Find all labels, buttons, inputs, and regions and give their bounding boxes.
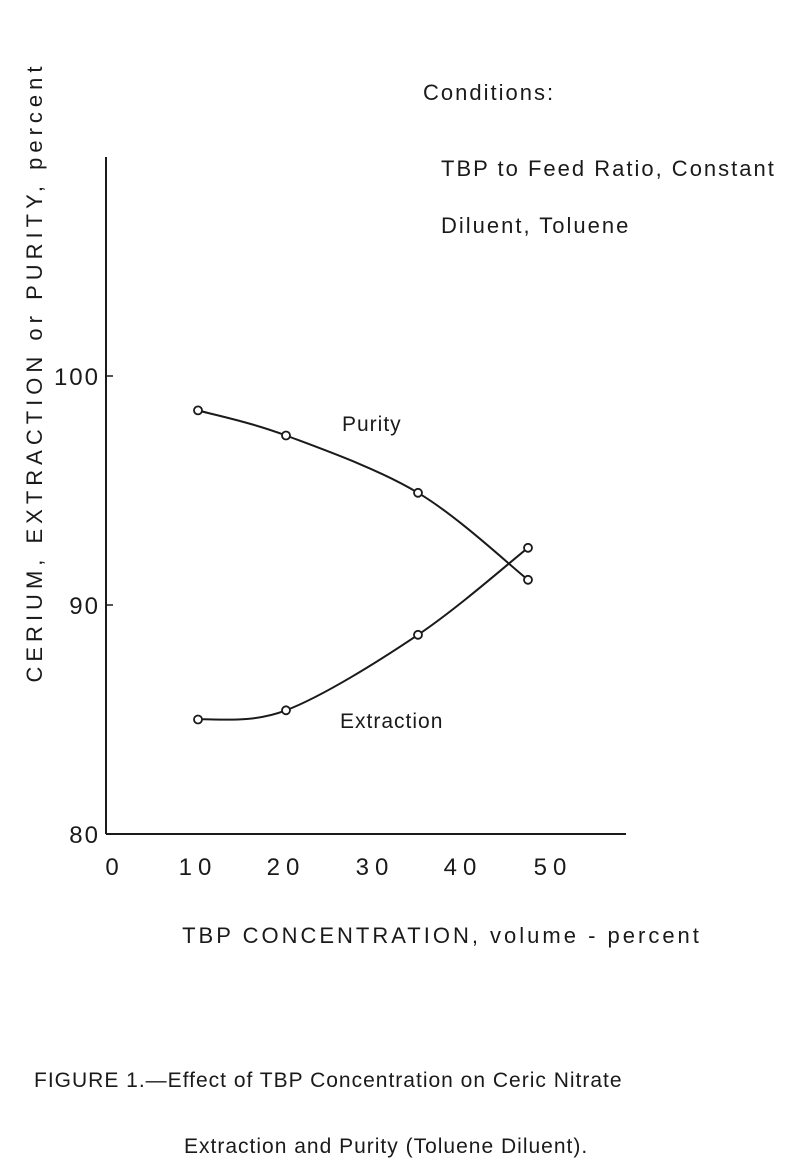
y-axis-title: CERIUM, EXTRACTION or PURITY, percent (22, 61, 47, 682)
conditions-line-2: Diluent, Toluene (441, 213, 630, 238)
data-point-purity-2 (413, 487, 423, 498)
data-point-purity-1 (281, 430, 291, 441)
x-axis-title: TBP CONCENTRATION, volume - percent (182, 923, 702, 948)
x-tick-label-40: 40 (444, 854, 483, 881)
series-label-extraction: Extraction (340, 710, 443, 733)
y-tick-label-100: 100 (54, 364, 100, 391)
series-line-purity (197, 409, 529, 581)
series-line-extraction (197, 547, 529, 721)
x-tick-label-10: 10 (179, 854, 218, 881)
y-tick-label-90: 90 (69, 593, 100, 620)
data-point-extraction-3 (523, 542, 533, 553)
x-tick-label-50: 50 (534, 854, 573, 881)
data-point-extraction-2 (413, 629, 423, 640)
x-tick-label-0: 0 (105, 854, 118, 881)
conditions-heading: Conditions: (423, 80, 555, 105)
data-point-extraction-0 (193, 714, 203, 725)
data-point-extraction-1 (281, 705, 291, 716)
x-tick-label-20: 20 (267, 854, 306, 881)
data-point-purity-3 (523, 574, 533, 585)
figure-caption-line-2: Extraction and Purity (Toluene Diluent). (184, 1135, 588, 1158)
x-tick-label-30: 30 (356, 854, 395, 881)
series-label-purity: Purity (342, 413, 402, 436)
data-point-purity-0 (193, 405, 203, 416)
data-points (193, 405, 533, 725)
conditions-line-1: TBP to Feed Ratio, Constant (441, 156, 776, 181)
figure-caption-line-1: FIGURE 1.—Effect of TBP Concentration on… (34, 1069, 623, 1092)
y-tick-label-80: 80 (69, 822, 100, 849)
